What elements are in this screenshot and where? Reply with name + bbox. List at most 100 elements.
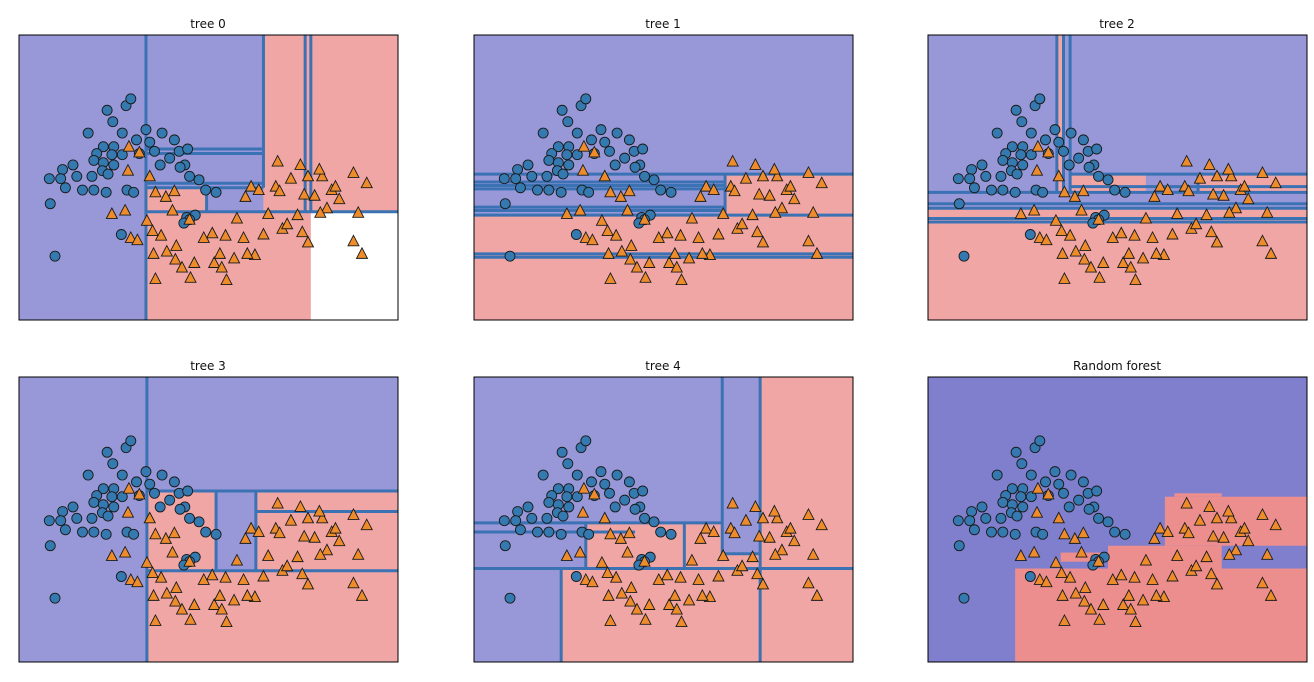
class-1-point — [652, 230, 666, 243]
class-0-point — [164, 152, 176, 164]
class-1-point — [118, 203, 132, 216]
class-1-point — [149, 527, 162, 540]
class-1-point — [154, 570, 168, 583]
class-0-point — [665, 528, 677, 540]
class-1-point — [756, 577, 770, 590]
class-1-point — [1205, 225, 1218, 238]
class-1-point — [638, 554, 651, 567]
class-0-point — [966, 164, 978, 175]
class-1-point — [1106, 572, 1120, 585]
class-1-point — [261, 549, 275, 561]
class-0-point — [510, 173, 522, 185]
class-1-point — [625, 238, 638, 251]
class-1-point — [1210, 235, 1224, 248]
class-0-point — [71, 170, 83, 182]
class-0-point — [116, 469, 128, 481]
class-1-point — [1056, 246, 1069, 259]
class-1-point — [788, 192, 801, 205]
class-0-point — [980, 512, 992, 524]
class-1-point — [188, 598, 201, 610]
class-0-point — [1025, 127, 1037, 139]
class-0-point — [997, 526, 1009, 538]
class-0-point — [200, 526, 212, 538]
class-1-point — [1161, 525, 1174, 537]
class-1-point — [220, 273, 233, 286]
class-1-point — [707, 183, 720, 195]
class-0-point — [953, 198, 965, 210]
class-1-point — [1069, 244, 1083, 257]
class-1-point — [1170, 549, 1184, 561]
class-0-point — [648, 174, 660, 186]
class-1-point — [241, 588, 254, 601]
class-0-point — [107, 116, 119, 128]
class-1-point — [1031, 481, 1045, 494]
class-0-point — [655, 184, 667, 196]
class-0-point — [543, 496, 555, 508]
class-1-point — [770, 169, 784, 182]
decision-region-class-1 — [1108, 545, 1222, 569]
class-1-point — [1150, 588, 1163, 601]
class-1-point — [297, 529, 311, 542]
class-1-point — [313, 504, 326, 517]
class-1-point — [639, 612, 652, 625]
decision-region-class-1 — [1174, 493, 1222, 497]
class-1-point — [560, 207, 574, 219]
class-1-point — [1033, 230, 1047, 243]
class-1-point — [746, 550, 759, 563]
class-0-point — [526, 170, 538, 182]
class-1-point — [301, 511, 315, 524]
panel-random-forest: Random forest — [927, 359, 1308, 663]
class-1-point — [1200, 208, 1213, 221]
class-1-point — [1180, 496, 1193, 509]
class-0-point — [125, 435, 137, 447]
class-0-point — [1053, 478, 1065, 490]
class-1-point — [746, 208, 759, 221]
class-0-point — [1063, 159, 1075, 171]
class-1-point — [291, 550, 304, 563]
plot-area — [474, 377, 853, 662]
class-0-point — [55, 515, 67, 527]
class-1-point — [149, 271, 162, 284]
decision-region-class-0 — [19, 377, 147, 662]
class-0-point — [655, 526, 667, 538]
class-0-point — [1065, 127, 1077, 139]
class-1-point — [1052, 511, 1065, 524]
class-1-point — [227, 593, 241, 606]
class-0-point — [1109, 184, 1121, 196]
class-1-point — [1189, 559, 1203, 572]
class-0-point — [1017, 501, 1029, 513]
plot-area — [474, 35, 853, 320]
class-1-point — [1166, 569, 1179, 582]
axes-frame — [473, 34, 854, 321]
class-1-point — [1269, 518, 1282, 531]
decision-region-class-1 — [263, 35, 311, 188]
class-1-point — [1042, 145, 1055, 158]
class-1-point — [1182, 526, 1195, 539]
class-0-point — [131, 476, 142, 488]
class-0-point — [997, 496, 1009, 508]
class-1-point — [355, 588, 369, 601]
class-0-point — [604, 145, 615, 157]
class-0-point — [637, 143, 649, 155]
class-1-point — [122, 481, 136, 494]
class-1-point — [595, 213, 609, 226]
class-1-point — [1124, 602, 1138, 615]
class-1-point — [273, 526, 286, 539]
class-1-point — [133, 145, 146, 158]
class-1-point — [802, 507, 815, 520]
class-1-point — [751, 567, 764, 580]
class-0-point — [182, 143, 194, 155]
class-1-point — [802, 234, 815, 247]
class-1-point — [623, 184, 636, 197]
class-1-point — [1058, 527, 1071, 540]
class-0-point — [583, 186, 595, 198]
class-1-point — [661, 568, 674, 581]
class-1-point — [140, 555, 154, 568]
class-0-point — [623, 476, 635, 488]
class-1-point — [1256, 507, 1269, 520]
class-1-point — [692, 572, 705, 585]
class-0-point — [44, 540, 56, 552]
class-1-point — [1206, 187, 1220, 200]
class-0-point — [128, 186, 140, 198]
panel-tree-2: tree 2 — [927, 17, 1308, 321]
